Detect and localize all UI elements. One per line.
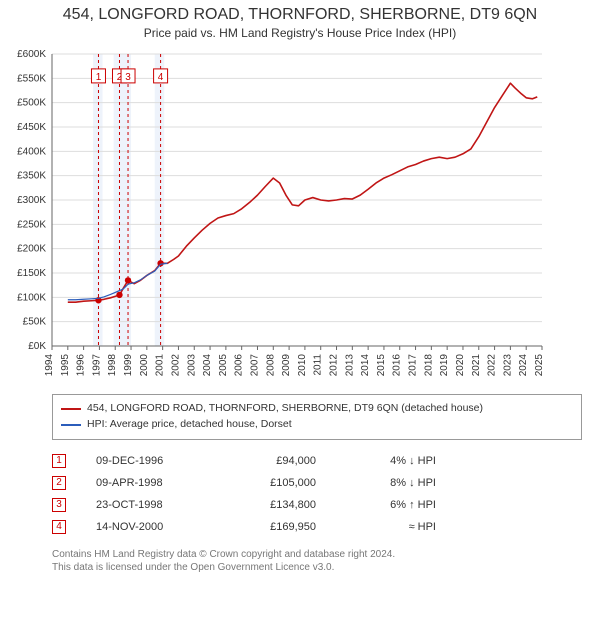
svg-text:2000: 2000 bbox=[139, 354, 150, 377]
svg-text:2005: 2005 bbox=[218, 354, 229, 377]
sale-price: £169,950 bbox=[236, 516, 316, 538]
legend-label: 454, LONGFORD ROAD, THORNFORD, SHERBORNE… bbox=[87, 401, 483, 417]
svg-text:£500K: £500K bbox=[17, 98, 46, 109]
sales-table: 1 09-DEC-1996 £94,000 4% ↓ HPI 2 09-APR-1998 £… bbox=[52, 450, 582, 538]
svg-text:2007: 2007 bbox=[249, 354, 260, 377]
legend: 454, LONGFORD ROAD, THORNFORD, SHERBORNE… bbox=[52, 394, 582, 440]
sale-date: 14-NOV-2000 bbox=[96, 516, 206, 538]
sale-marker: 3 bbox=[52, 498, 66, 512]
svg-text:2025: 2025 bbox=[534, 354, 545, 377]
svg-text:2023: 2023 bbox=[502, 354, 513, 377]
sale-marker: 4 bbox=[52, 520, 66, 534]
svg-text:£300K: £300K bbox=[17, 195, 46, 206]
svg-text:2002: 2002 bbox=[170, 354, 181, 377]
chart-title: 454, LONGFORD ROAD, THORNFORD, SHERBORNE… bbox=[0, 6, 600, 40]
legend-item: 454, LONGFORD ROAD, THORNFORD, SHERBORNE… bbox=[61, 401, 573, 417]
svg-text:1996: 1996 bbox=[76, 354, 87, 377]
svg-text:£600K: £600K bbox=[17, 49, 46, 60]
page: 454, LONGFORD ROAD, THORNFORD, SHERBORNE… bbox=[0, 6, 600, 575]
sales-row: 2 09-APR-1998 £105,000 8% ↓ HPI bbox=[52, 472, 582, 494]
sale-diff: 8% ↓ HPI bbox=[346, 472, 436, 494]
svg-text:3: 3 bbox=[125, 72, 131, 83]
svg-text:2021: 2021 bbox=[471, 354, 482, 377]
footer-line2: This data is licensed under the Open Gov… bbox=[52, 561, 582, 575]
svg-text:2019: 2019 bbox=[439, 354, 450, 377]
svg-text:£450K: £450K bbox=[17, 122, 46, 133]
svg-text:2006: 2006 bbox=[234, 354, 245, 377]
svg-text:£0K: £0K bbox=[28, 341, 46, 352]
svg-text:1: 1 bbox=[96, 72, 102, 83]
sale-marker: 2 bbox=[52, 476, 66, 490]
svg-text:£200K: £200K bbox=[17, 244, 46, 255]
svg-text:2013: 2013 bbox=[344, 354, 355, 377]
sale-date: 09-DEC-1996 bbox=[96, 450, 206, 472]
sale-diff: ≈ HPI bbox=[346, 516, 436, 538]
sale-date: 23-OCT-1998 bbox=[96, 494, 206, 516]
svg-text:2017: 2017 bbox=[408, 354, 419, 377]
svg-text:£350K: £350K bbox=[17, 171, 46, 182]
sale-price: £134,800 bbox=[236, 494, 316, 516]
svg-text:1994: 1994 bbox=[44, 354, 55, 377]
footer: Contains HM Land Registry data © Crown c… bbox=[52, 548, 582, 575]
svg-text:2024: 2024 bbox=[518, 354, 529, 377]
svg-text:4: 4 bbox=[158, 72, 164, 83]
sale-price: £94,000 bbox=[236, 450, 316, 472]
svg-text:2018: 2018 bbox=[423, 354, 434, 377]
svg-text:2004: 2004 bbox=[202, 354, 213, 377]
legend-label: HPI: Average price, detached house, Dors… bbox=[87, 417, 292, 433]
svg-text:2003: 2003 bbox=[186, 354, 197, 377]
svg-text:£550K: £550K bbox=[17, 73, 46, 84]
chart: £0K £50K £100K £150K £200K £250K £300K £350K £40… bbox=[0, 46, 600, 386]
sales-row: 4 14-NOV-2000 £169,950 ≈ HPI bbox=[52, 516, 582, 538]
svg-text:2009: 2009 bbox=[281, 354, 292, 377]
svg-text:1995: 1995 bbox=[60, 354, 71, 377]
svg-text:2012: 2012 bbox=[329, 354, 340, 377]
sale-diff: 6% ↑ HPI bbox=[346, 494, 436, 516]
svg-text:2001: 2001 bbox=[155, 354, 166, 377]
svg-text:£150K: £150K bbox=[17, 268, 46, 279]
legend-item: HPI: Average price, detached house, Dors… bbox=[61, 417, 573, 433]
sales-row: 1 09-DEC-1996 £94,000 4% ↓ HPI bbox=[52, 450, 582, 472]
sales-row: 3 23-OCT-1998 £134,800 6% ↑ HPI bbox=[52, 494, 582, 516]
svg-text:2008: 2008 bbox=[265, 354, 276, 377]
title-line1: 454, LONGFORD ROAD, THORNFORD, SHERBORNE… bbox=[0, 6, 600, 24]
svg-text:2015: 2015 bbox=[376, 354, 387, 377]
legend-swatch bbox=[61, 424, 81, 426]
svg-text:2011: 2011 bbox=[313, 354, 324, 376]
svg-text:1997: 1997 bbox=[91, 354, 102, 377]
legend-swatch bbox=[61, 408, 81, 410]
svg-text:£100K: £100K bbox=[17, 292, 46, 303]
svg-text:£400K: £400K bbox=[17, 146, 46, 157]
svg-text:2020: 2020 bbox=[455, 354, 466, 377]
sale-diff: 4% ↓ HPI bbox=[346, 450, 436, 472]
footer-line1: Contains HM Land Registry data © Crown c… bbox=[52, 548, 582, 562]
sale-marker: 1 bbox=[52, 454, 66, 468]
svg-text:1998: 1998 bbox=[107, 354, 118, 377]
svg-text:2014: 2014 bbox=[360, 354, 371, 377]
svg-text:2010: 2010 bbox=[297, 354, 308, 377]
title-line2: Price paid vs. HM Land Registry's House … bbox=[0, 26, 600, 40]
svg-text:1999: 1999 bbox=[123, 354, 134, 377]
sale-price: £105,000 bbox=[236, 472, 316, 494]
sale-date: 09-APR-1998 bbox=[96, 472, 206, 494]
svg-text:£50K: £50K bbox=[23, 317, 47, 328]
svg-text:2022: 2022 bbox=[487, 354, 498, 377]
svg-text:2016: 2016 bbox=[392, 354, 403, 377]
svg-text:£250K: £250K bbox=[17, 219, 46, 230]
chart-svg: £0K £50K £100K £150K £200K £250K £300K £350K £40… bbox=[0, 46, 560, 386]
